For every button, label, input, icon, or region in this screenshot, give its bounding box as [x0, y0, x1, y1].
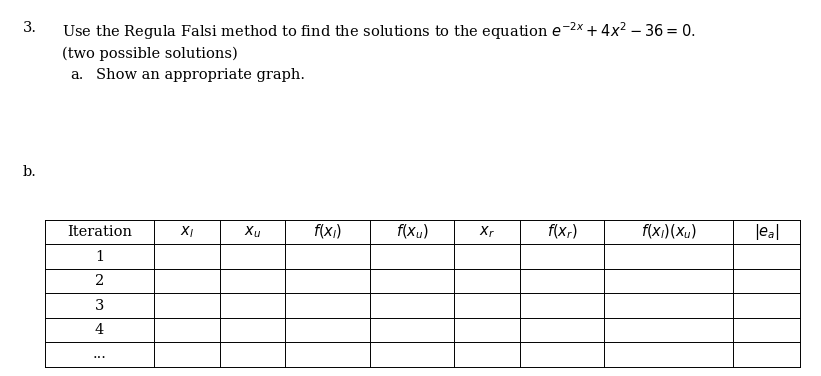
Text: $f(x_l)(x_u)$: $f(x_l)(x_u)$ [640, 223, 697, 241]
Text: $x_l$: $x_l$ [180, 224, 194, 240]
Text: 1: 1 [95, 250, 104, 264]
Text: 2: 2 [94, 274, 104, 288]
Text: $f(x_l)$: $f(x_l)$ [313, 223, 342, 241]
Text: a.: a. [70, 68, 83, 82]
Text: $f(x_u)$: $f(x_u)$ [396, 223, 429, 241]
Text: Show an appropriate graph.: Show an appropriate graph. [96, 68, 305, 82]
Text: 4: 4 [94, 323, 104, 337]
Text: 3: 3 [94, 299, 104, 312]
Text: $x_u$: $x_u$ [244, 224, 261, 240]
Text: (two possible solutions): (two possible solutions) [62, 47, 237, 61]
Text: $f(x_r)$: $f(x_r)$ [547, 223, 577, 241]
Text: ...: ... [93, 347, 107, 361]
Text: $x_r$: $x_r$ [479, 224, 495, 240]
Text: $|e_a|$: $|e_a|$ [754, 222, 780, 242]
Text: 3.: 3. [23, 21, 37, 35]
Text: Iteration: Iteration [67, 225, 132, 239]
Text: Use the Regula Falsi method to find the solutions to the equation $e^{-2x} + 4x^: Use the Regula Falsi method to find the … [62, 21, 695, 42]
Text: b.: b. [23, 165, 37, 179]
